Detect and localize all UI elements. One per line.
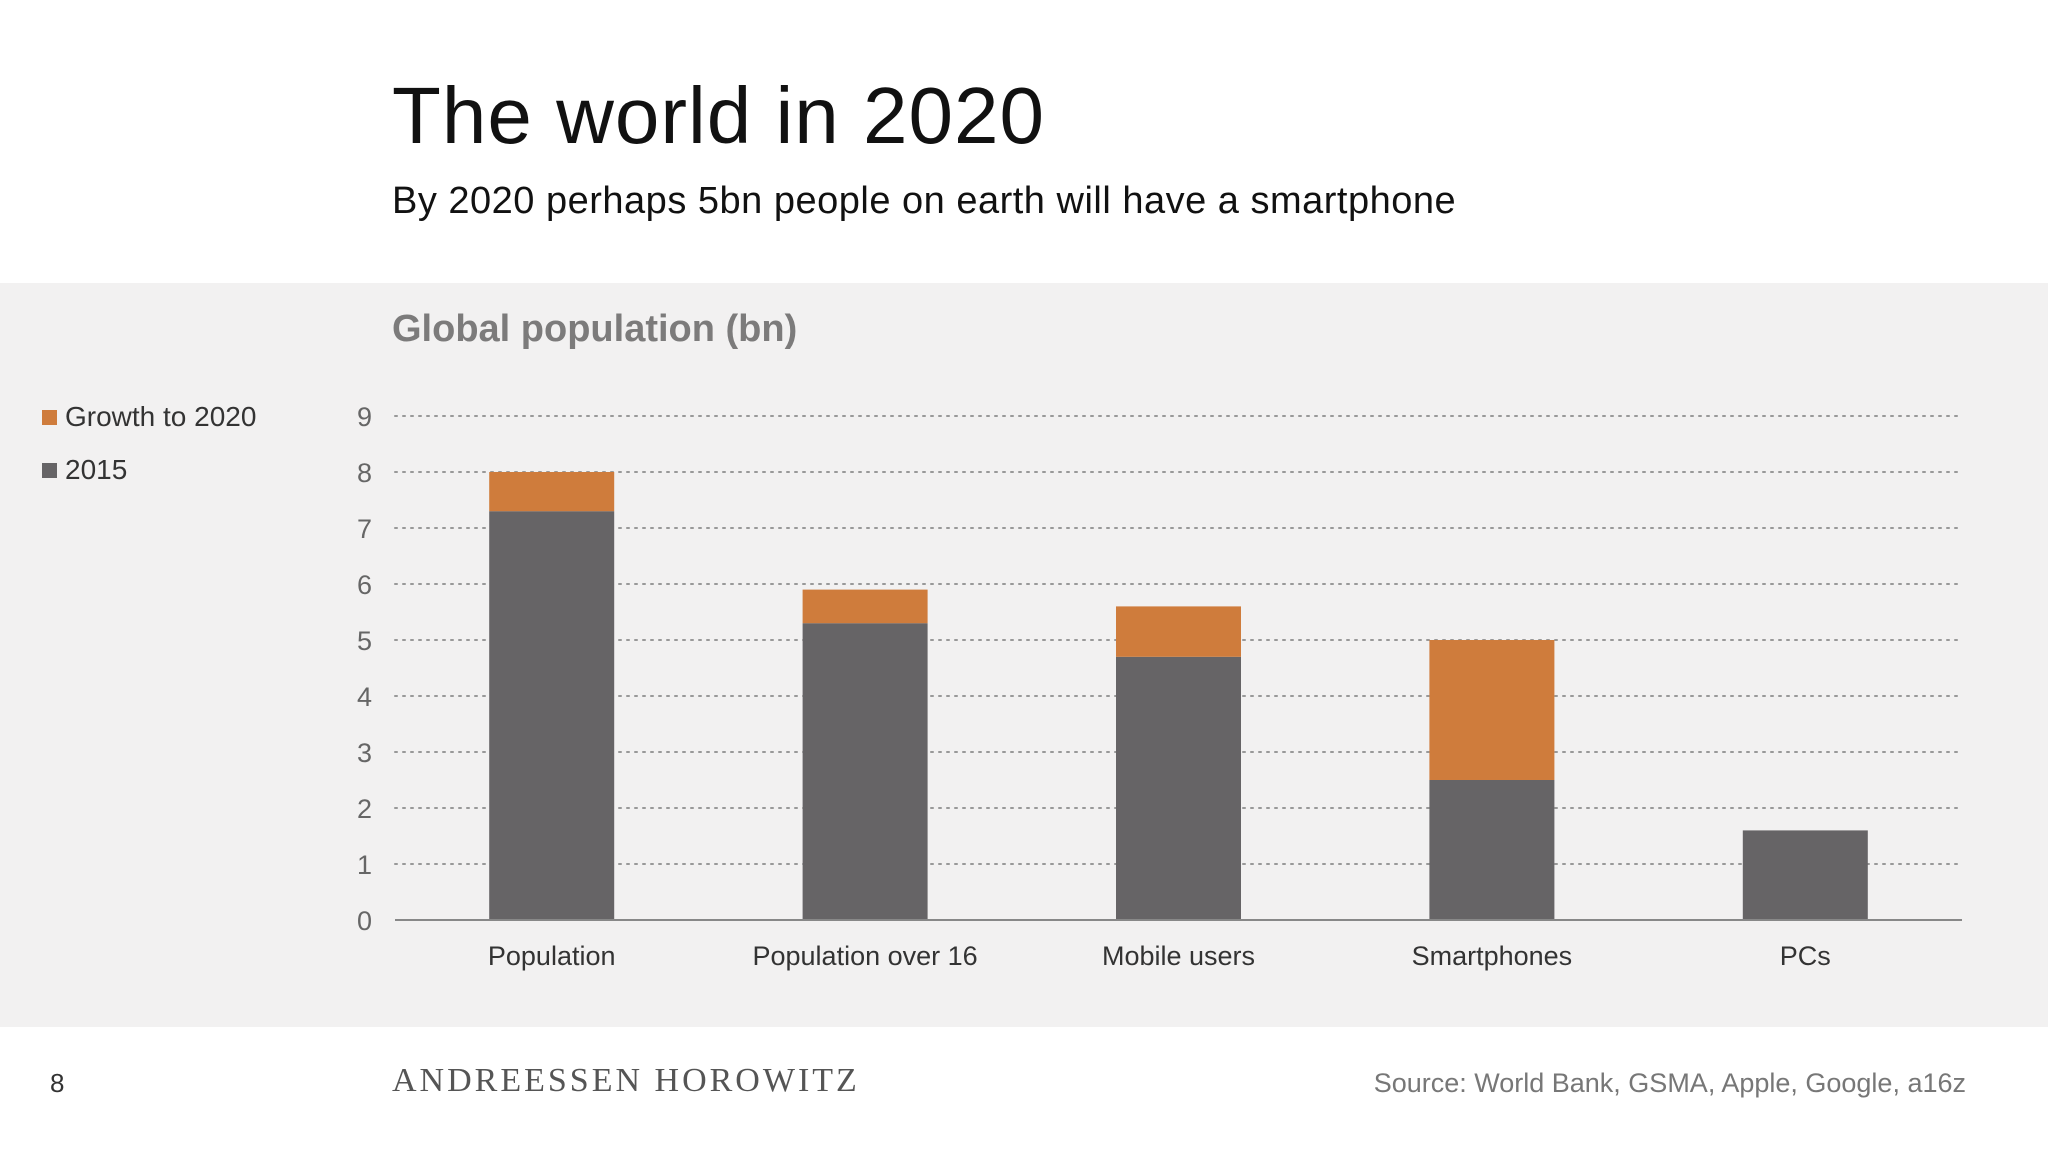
bar-2015-2 (802, 623, 928, 920)
bar-2015-3 (1116, 656, 1241, 920)
x-tick-label-3: Mobile users (1102, 941, 1255, 971)
bar-growth-2 (802, 589, 928, 624)
y-tick-label-8: 8 (357, 458, 372, 488)
page-number: 8 (50, 1068, 65, 1098)
source-note: Source: World Bank, GSMA, Apple, Google,… (1373, 1068, 1966, 1098)
y-tick-label-9: 9 (357, 402, 372, 432)
y-tick-label-7: 7 (357, 514, 372, 544)
bar-growth-4 (1429, 640, 1555, 780)
y-tick-label-0: 0 (357, 906, 372, 936)
chart-title: Global population (bn) (392, 308, 798, 350)
y-tick-label-2: 2 (357, 794, 372, 824)
bar-2015-4 (1429, 780, 1555, 920)
bar-2015-1 (489, 511, 615, 920)
x-tick-label-1: Population (488, 941, 616, 971)
legend-item-growth: Growth to 2020 (42, 401, 257, 432)
y-tick-label-4: 4 (357, 682, 372, 712)
bar-growth-3 (1116, 606, 1241, 657)
legend-item-2015: 2015 (42, 454, 256, 485)
y-tick-label-6: 6 (357, 570, 372, 600)
legend-label-2015: 2015 (65, 454, 128, 485)
chart-panel (0, 283, 2048, 1027)
legend-label-growth: Growth to 2020 (65, 401, 257, 432)
y-tick-label-5: 5 (357, 626, 372, 656)
bar-2015-5 (1742, 830, 1868, 920)
y-tick-label-1: 1 (357, 850, 372, 880)
y-tick-label-3: 3 (357, 738, 372, 768)
chart-legend: Growth to 2020 2015 (42, 401, 257, 508)
page-subtitle: By 2020 perhaps 5bn people on earth will… (392, 180, 1457, 222)
legend-swatch-growth (42, 409, 57, 425)
legend-swatch-2015 (42, 462, 57, 478)
x-tick-label-4: Smartphones (1412, 941, 1573, 971)
x-tick-label-2: Population over 16 (753, 941, 978, 971)
brand-logo: ANDREESSEN HOROWITZ (392, 1062, 860, 1099)
x-tick-label-5: PCs (1780, 941, 1831, 971)
page-title: The world in 2020 (392, 71, 1045, 160)
bar-growth-1 (489, 472, 615, 512)
